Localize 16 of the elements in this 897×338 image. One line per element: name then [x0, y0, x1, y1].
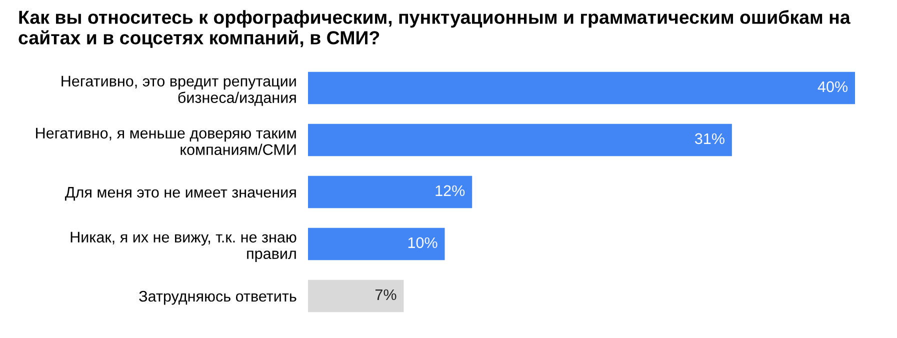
data-label: 31% — [694, 133, 724, 144]
bar — [308, 72, 855, 104]
chart-title: Как вы относитесь к орфографическим, пунктуационным и грамматическим ошибкам на сайтах и в соцсетях компаний, в СМИ? — [18, 10, 850, 48]
bar — [308, 228, 445, 260]
data-label: 40% — [818, 81, 848, 92]
bar — [308, 176, 472, 208]
data-label: 7% — [375, 289, 396, 300]
y-tick-label: Негативно, это вредит репутации бизнеса/издания — [62, 76, 296, 106]
y-tick-label: Негативно, я меньше доверяю таким компаниям/СМИ — [36, 128, 296, 156]
y-tick-label: Для меня это не имеет значения — [65, 187, 296, 201]
bar — [308, 280, 404, 312]
y-tick-label: Затрудняюсь ответить — [139, 290, 296, 305]
data-label: 12% — [436, 185, 465, 196]
y-tick-label: Никак, я их не вижу, т.к. не знаю правил — [70, 232, 296, 262]
bar — [308, 124, 732, 156]
data-label: 10% — [408, 237, 438, 248]
